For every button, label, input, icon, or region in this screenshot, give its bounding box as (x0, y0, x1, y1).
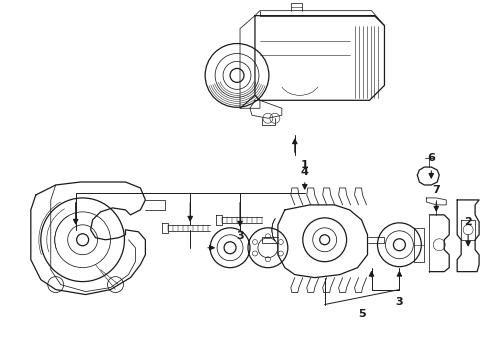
Text: 1: 1 (301, 160, 309, 170)
Text: 4: 4 (301, 167, 309, 177)
Text: 2: 2 (464, 217, 472, 227)
Text: 3: 3 (236, 231, 244, 241)
Text: 5: 5 (358, 310, 366, 319)
Text: 3: 3 (395, 297, 403, 306)
Text: 7: 7 (432, 185, 440, 195)
Text: 6: 6 (427, 153, 435, 163)
